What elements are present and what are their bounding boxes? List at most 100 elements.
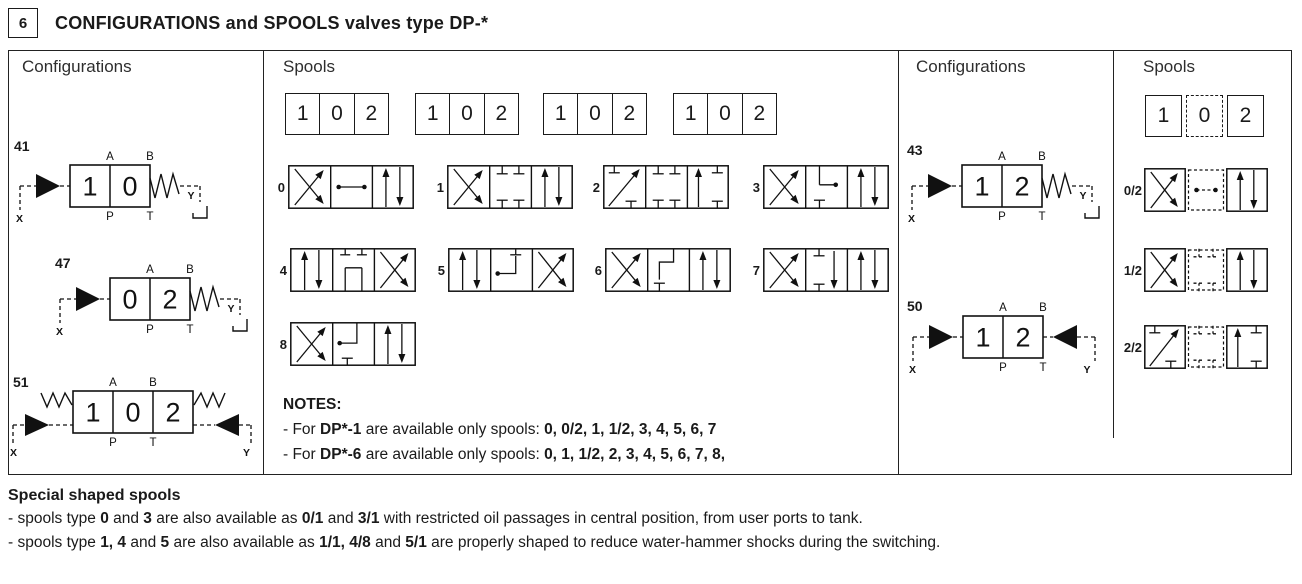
spool-2-2-label: 2/2: [1123, 339, 1142, 355]
spool-6-symbol: [605, 248, 731, 292]
configurations-left-heading: Configurations: [22, 57, 132, 76]
svg-text:0: 0: [122, 172, 137, 202]
spool-6-row: 6: [589, 248, 731, 292]
position-cell: 2: [495, 102, 508, 125]
position-header-right: 1 0 2: [1145, 95, 1264, 137]
svg-text:P: P: [106, 211, 114, 223]
svg-text:A: A: [999, 302, 1007, 314]
position-cell: 0: [450, 94, 485, 134]
svg-text:T: T: [1038, 211, 1045, 223]
spool-0-2-symbol: [1144, 168, 1268, 212]
spool-1-label: 1: [436, 179, 444, 195]
svg-text:B: B: [146, 151, 154, 163]
svg-text:P: P: [146, 324, 154, 336]
spool-0-2-row: 0/2: [1113, 168, 1268, 212]
svg-text:Y: Y: [1083, 364, 1090, 376]
spool-0-row: 0: [272, 165, 414, 209]
spool-2-2-row: 2/2: [1113, 325, 1268, 369]
svg-text:0: 0: [125, 398, 140, 428]
svg-text:X: X: [908, 213, 915, 225]
position-cell: 2: [623, 102, 636, 125]
spool-0-label: 0: [277, 179, 285, 195]
svg-text:B: B: [1038, 151, 1046, 163]
configuration-43-number: 43: [907, 142, 923, 158]
svg-text:2: 2: [1015, 323, 1030, 353]
svg-text:Y: Y: [1079, 190, 1086, 202]
spool-2-symbol: [603, 165, 729, 209]
position-cell: 1: [674, 94, 709, 134]
spool-1-2-label: 1/2: [1123, 262, 1142, 278]
spool-2-label: 2: [592, 179, 600, 195]
spool-3-symbol: [763, 165, 889, 209]
spool-7-row: 7: [747, 248, 889, 292]
svg-text:A: A: [106, 151, 114, 163]
svg-text:B: B: [149, 377, 157, 389]
svg-text:X: X: [56, 326, 63, 338]
spool-5-label: 5: [437, 262, 445, 278]
position-header-1: 1 0 2: [285, 93, 389, 135]
divider-middle: [898, 50, 899, 475]
spool-1-row: 1: [431, 165, 573, 209]
configuration-51-number: 51: [13, 374, 29, 390]
configuration-51-diagram: 1 0 2 A B P T X Y: [10, 377, 252, 459]
configuration-50-number: 50: [907, 298, 923, 314]
svg-text:0: 0: [122, 285, 137, 315]
svg-text:A: A: [109, 377, 117, 389]
svg-text:2: 2: [1014, 172, 1029, 202]
spool-2-row: 2: [587, 165, 729, 209]
svg-text:Y: Y: [187, 190, 194, 202]
configuration-41-number: 41: [14, 138, 30, 154]
spool-6-label: 6: [594, 262, 602, 278]
notes-line-1: - For DP*-1 are available only spools: 0…: [283, 421, 717, 438]
svg-text:A: A: [146, 264, 154, 276]
svg-text:Y: Y: [243, 447, 250, 459]
notes-title: NOTES:: [283, 396, 342, 413]
spool-3-label: 3: [752, 179, 760, 195]
notes-line-2: - For DP*-6 are available only spools: 0…: [283, 446, 726, 463]
configuration-50-diagram: 1 2A B P T X Y: [909, 302, 1096, 376]
spool-0-symbol: [288, 165, 414, 209]
diagram-frame: [8, 50, 1292, 475]
special-spools-line-1: - spools type 0 and 3 are also available…: [8, 510, 863, 527]
page-title: CONFIGURATIONS and SPOOLS valves type DP…: [55, 13, 489, 33]
spool-5-symbol: [448, 248, 574, 292]
position-header-4: 1 0 2: [673, 93, 777, 135]
position-cell: 1: [544, 94, 579, 134]
spool-0-2-label: 0/2: [1123, 182, 1142, 198]
special-spools-line-2: - spools type 1, 4 and 5 are also availa…: [8, 534, 941, 551]
svg-text:P: P: [998, 211, 1006, 223]
spools-main-heading: Spools: [283, 57, 335, 76]
svg-text:X: X: [10, 447, 17, 459]
spool-8-label: 8: [279, 336, 287, 352]
position-cell-dashed: 0: [1186, 95, 1223, 137]
position-cell: 1: [416, 94, 451, 134]
svg-text:1: 1: [974, 172, 989, 202]
configurations-right-heading: Configurations: [916, 57, 1026, 76]
svg-text:P: P: [109, 437, 117, 449]
spool-7-label: 7: [752, 262, 760, 278]
position-cell: 0: [578, 94, 613, 134]
position-cell: 2: [1227, 95, 1264, 137]
spool-1-symbol: [447, 165, 573, 209]
position-header-3: 1 0 2: [543, 93, 647, 135]
position-cell: 1: [286, 94, 321, 134]
svg-text:2: 2: [165, 398, 180, 428]
position-cell: 2: [753, 102, 766, 125]
svg-text:T: T: [1039, 362, 1046, 374]
section-number: 6: [18, 14, 28, 32]
spool-7-symbol: [763, 248, 889, 292]
configuration-47-diagram: 0 2A B P T X Y: [56, 264, 248, 338]
spools-right-heading: Spools: [1143, 57, 1195, 76]
position-header-2: 1 0 2: [415, 93, 519, 135]
special-spools-block: Special shaped spools - spools type 0 an…: [8, 485, 940, 555]
svg-text:T: T: [146, 211, 153, 223]
section-number-box: 6: [8, 8, 38, 38]
divider-left: [263, 50, 264, 475]
position-cell: 0: [320, 94, 355, 134]
spool-1-2-symbol: [1144, 248, 1268, 292]
configuration-43-diagram: 1 2A B P T X Y: [908, 151, 1100, 225]
spool-8-row: 8: [274, 322, 416, 366]
svg-text:P: P: [999, 362, 1007, 374]
position-cell: 1: [1145, 95, 1182, 137]
